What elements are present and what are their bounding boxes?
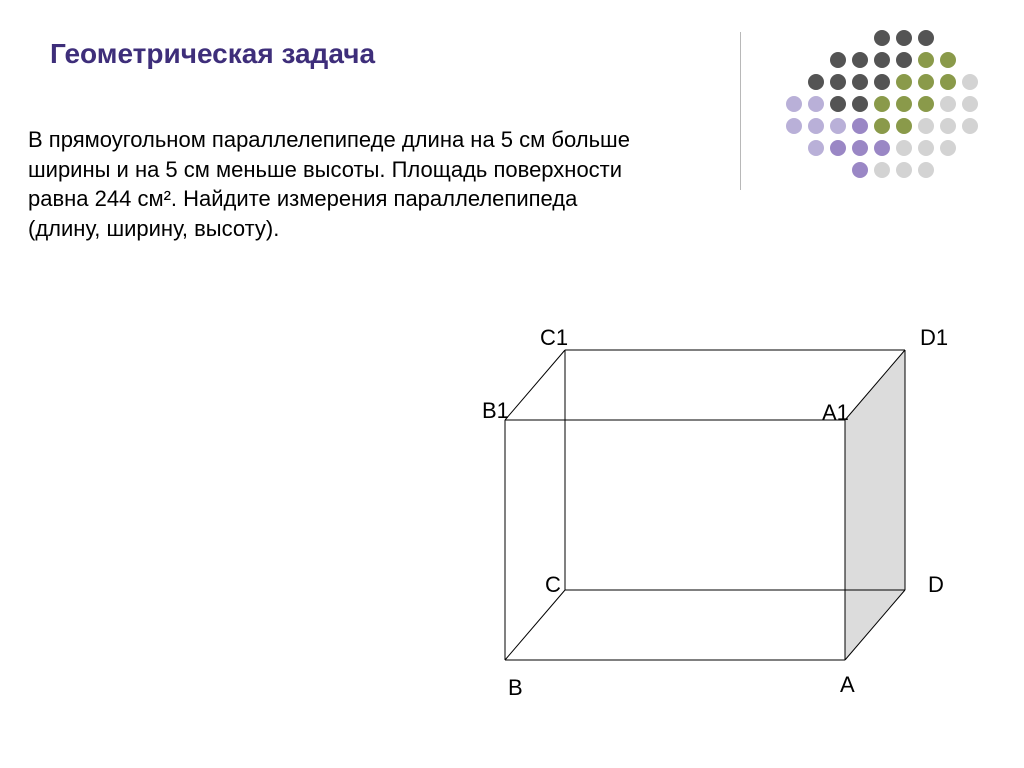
- decorative-dot: [918, 96, 934, 112]
- decorative-dot: [940, 74, 956, 90]
- decorative-dot: [874, 118, 890, 134]
- decorative-dot: [830, 140, 846, 156]
- decorative-dot: [940, 52, 956, 68]
- vertex-label-C1: C1: [540, 325, 568, 351]
- decorative-dot: [962, 118, 978, 134]
- vertex-label-A1: A1: [822, 400, 849, 426]
- decorative-dot: [874, 96, 890, 112]
- decorative-dot: [962, 96, 978, 112]
- decorative-dot: [874, 52, 890, 68]
- decorative-dot: [874, 162, 890, 178]
- decorative-dot: [852, 118, 868, 134]
- decorative-dot: [918, 118, 934, 134]
- decorative-dot: [918, 162, 934, 178]
- decorative-dot: [918, 30, 934, 46]
- decorative-dot: [896, 140, 912, 156]
- decorative-dot: [852, 52, 868, 68]
- decorative-dot: [808, 74, 824, 90]
- decorative-dot: [830, 96, 846, 112]
- decorative-dot: [786, 96, 802, 112]
- vertex-label-C: C: [545, 572, 561, 598]
- decorative-dot: [896, 96, 912, 112]
- decorative-dot-grid: [786, 30, 996, 180]
- decorative-dot: [874, 30, 890, 46]
- decorative-dot: [852, 74, 868, 90]
- decorative-dot: [918, 74, 934, 90]
- decorative-dot: [808, 96, 824, 112]
- decorative-dot: [896, 118, 912, 134]
- vertical-divider: [740, 32, 741, 190]
- decorative-dot: [852, 96, 868, 112]
- vertex-label-B: B: [508, 675, 523, 701]
- decorative-dot: [830, 52, 846, 68]
- slide-title: Геометрическая задача: [50, 38, 375, 70]
- vertex-label-A: A: [840, 672, 855, 698]
- decorative-dot: [808, 140, 824, 156]
- vertex-label-D: D: [928, 572, 944, 598]
- decorative-dot: [896, 74, 912, 90]
- decorative-dot: [962, 74, 978, 90]
- decorative-dot: [874, 74, 890, 90]
- vertex-label-D1: D1: [920, 325, 948, 351]
- decorative-dot: [940, 118, 956, 134]
- slide: Геометрическая задача В прямоугольном па…: [0, 0, 1024, 768]
- decorative-dot: [940, 140, 956, 156]
- decorative-dot: [786, 118, 802, 134]
- decorative-dot: [918, 140, 934, 156]
- decorative-dot: [940, 96, 956, 112]
- decorative-dot: [918, 52, 934, 68]
- vertex-label-B1: B1: [482, 398, 509, 424]
- decorative-dot: [896, 30, 912, 46]
- decorative-dot: [896, 162, 912, 178]
- decorative-dot: [830, 74, 846, 90]
- decorative-dot: [874, 140, 890, 156]
- decorative-dot: [852, 140, 868, 156]
- decorative-dot: [852, 162, 868, 178]
- problem-text: В прямоугольном параллелепипеде длина на…: [28, 125, 648, 244]
- decorative-dot: [808, 118, 824, 134]
- decorative-dot: [896, 52, 912, 68]
- decorative-dot: [830, 118, 846, 134]
